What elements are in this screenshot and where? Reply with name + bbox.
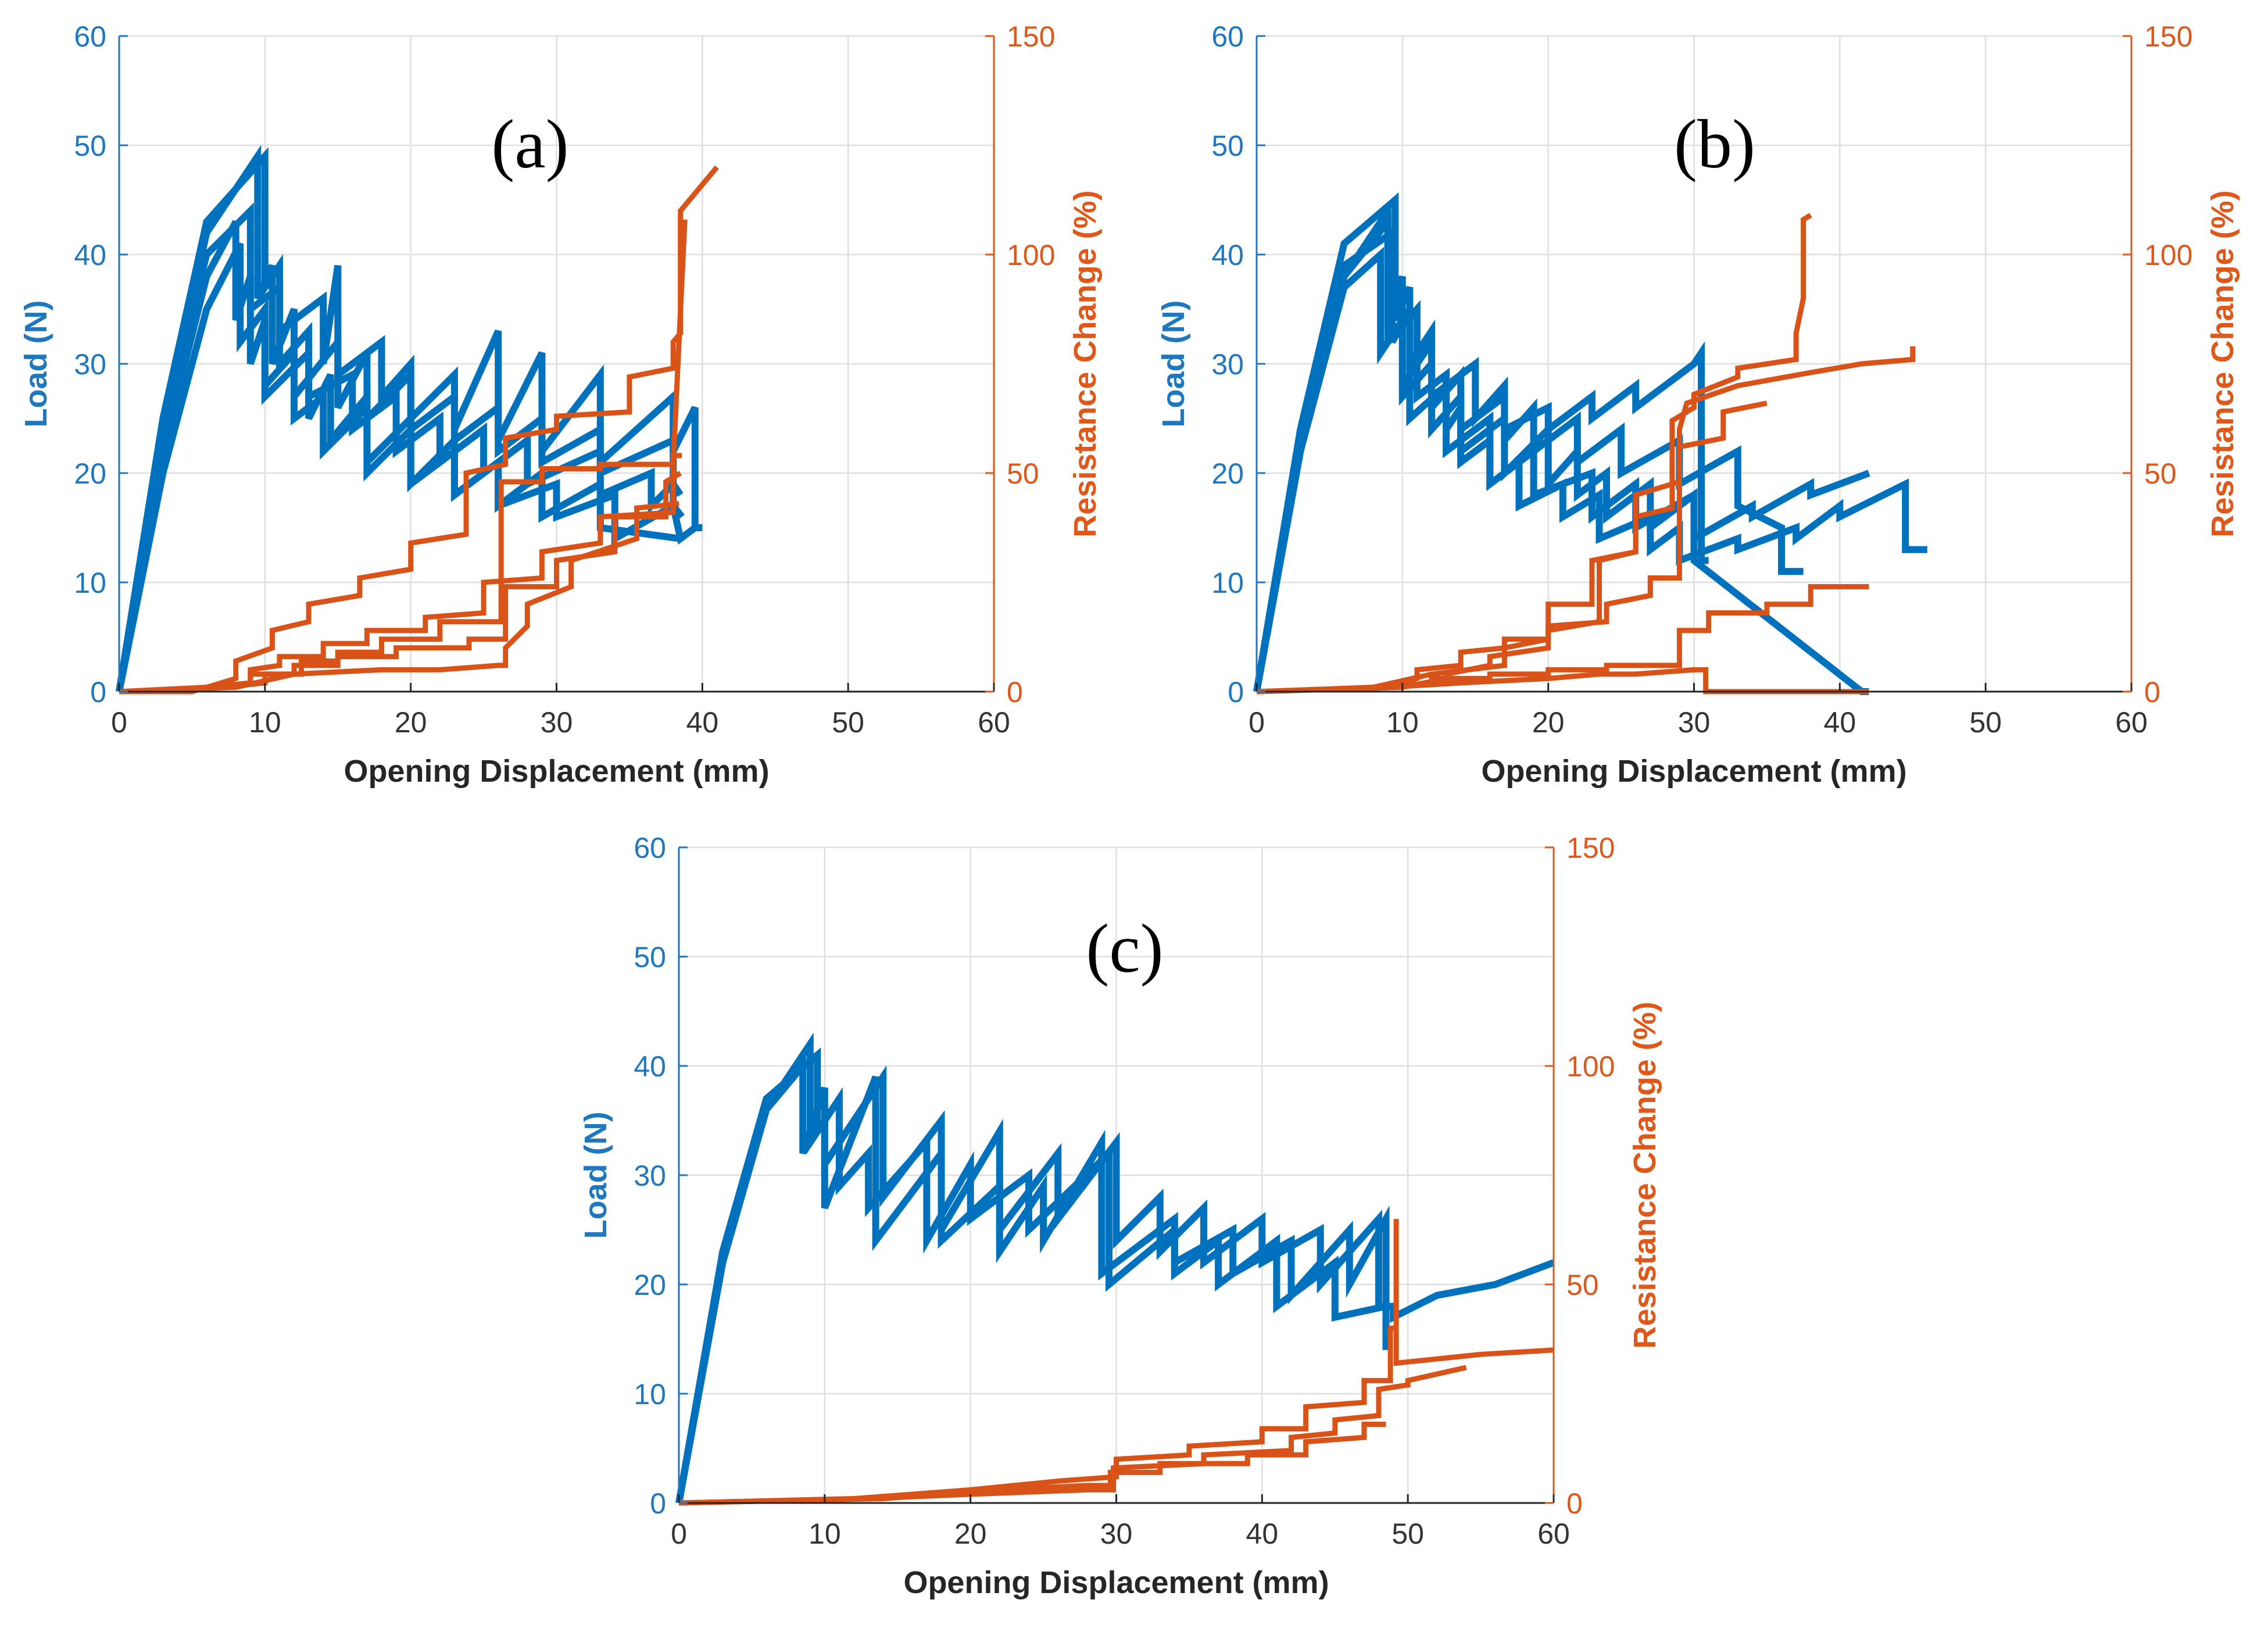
resistance-series-5: [119, 165, 719, 695]
x-tick-label: 20: [954, 1518, 987, 1550]
y-tick-label-left: 20: [634, 1269, 666, 1301]
load-series-1: [1253, 192, 1804, 692]
x-tick-label: 60: [978, 706, 1010, 739]
chart-a: 0 10 20 30 40 50 600102030405060050100150Openi…: [19, 20, 1103, 789]
y-tick-label-right: 0: [1007, 676, 1023, 708]
y-tick-label-left: 40: [634, 1050, 666, 1083]
x-tick-label: 0: [111, 706, 127, 739]
x-tick-label: 60: [1537, 1518, 1570, 1550]
resistance-series-5: [678, 1422, 1386, 1506]
load-series-3: [1253, 226, 1870, 693]
resistance-series-4: [678, 1365, 1467, 1506]
x-tick-label: 50: [1969, 706, 2002, 739]
x-tick-label: 10: [1386, 706, 1419, 739]
x-tick-label: 30: [1678, 706, 1711, 739]
resistance-series-8: [119, 453, 682, 695]
resistance-series-9: [119, 501, 679, 695]
y-tick-label-right: 0: [2144, 676, 2160, 708]
y-tick-label-right: 100: [1007, 239, 1055, 271]
y-tick-label-left: 0: [1228, 676, 1244, 708]
y-axis-label-right: Resistance Change (%): [2205, 190, 2240, 537]
y-tick-label-right: 50: [1007, 457, 1039, 490]
y-tick-label-right: 150: [1566, 832, 1615, 864]
x-tick-label: 0: [671, 1518, 687, 1550]
resistance-series-6: [1256, 346, 1916, 695]
x-tick-label: 40: [686, 706, 719, 739]
panel-label: (a): [491, 105, 568, 182]
x-tick-label: 30: [541, 706, 573, 739]
y-tick-label-left: 40: [74, 239, 106, 271]
y-tick-label-left: 40: [1211, 239, 1244, 271]
y-tick-label-left: 60: [634, 832, 666, 864]
y-axis-label-left: Load (N): [19, 300, 53, 428]
x-tick-label: 50: [832, 706, 864, 739]
y-tick-label-right: 150: [1007, 20, 1055, 53]
x-tick-label: 30: [1100, 1518, 1133, 1550]
y-tick-label-left: 0: [90, 676, 106, 708]
y-tick-label-left: 10: [634, 1378, 666, 1411]
y-tick-label-left: 10: [74, 567, 106, 599]
chart-c: 0 10 20 30 40 50 600102030405060050100150Openi…: [578, 832, 1662, 1600]
y-tick-label-left: 50: [74, 130, 106, 162]
y-tick-label-right: 50: [1566, 1269, 1599, 1301]
x-tick-label: 40: [1246, 1518, 1279, 1550]
x-tick-label: 40: [1824, 706, 1856, 739]
y-tick-label-left: 30: [1211, 348, 1244, 381]
panel-label: (c): [1086, 910, 1163, 987]
load-series-2: [675, 1056, 1390, 1504]
x-tick-label: 20: [395, 706, 427, 739]
x-tick-label: 50: [1391, 1518, 1424, 1550]
y-tick-label-left: 20: [74, 457, 106, 490]
load-series-4: [116, 147, 703, 692]
y-axis-label-left: Load (N): [578, 1112, 613, 1239]
y-tick-label-left: 30: [634, 1159, 666, 1192]
y-tick-label-right: 0: [1566, 1487, 1583, 1520]
x-tick-label: 20: [1532, 706, 1565, 739]
resistance-series-8: [1256, 584, 1869, 695]
x-axis-label: Opening Displacement (mm): [344, 754, 769, 789]
y-axis-label-right: Resistance Change (%): [1627, 1001, 1662, 1348]
x-axis-label: Opening Displacement (mm): [903, 1565, 1329, 1600]
x-tick-label: 10: [249, 706, 281, 739]
resistance-series-7: [1256, 400, 1768, 695]
y-tick-label-left: 20: [1211, 457, 1244, 490]
y-axis-label-left: Load (N): [1156, 300, 1191, 428]
x-tick-label: 10: [809, 1518, 841, 1550]
x-tick-label: 0: [1249, 706, 1265, 739]
chart-b: 0 10 20 30 40 50 600102030405060050100150Openi…: [1156, 20, 2240, 789]
y-tick-label-left: 30: [74, 348, 106, 381]
load-series-2: [1253, 212, 1927, 693]
y-tick-label-left: 0: [650, 1487, 666, 1520]
load-series-4: [1253, 246, 1869, 695]
resistance-series-6: [119, 219, 688, 695]
y-tick-label-left: 50: [634, 941, 666, 974]
y-tick-label-right: 100: [1566, 1050, 1615, 1083]
y-tick-label-left: 60: [74, 20, 106, 53]
y-tick-label-left: 60: [1211, 20, 1244, 53]
y-tick-label-right: 100: [2144, 239, 2192, 271]
load-series-2: [116, 144, 685, 692]
panel-label: (b): [1674, 105, 1755, 182]
y-tick-label-right: 150: [2144, 20, 2192, 53]
x-axis-label: Opening Displacement (mm): [1481, 754, 1906, 789]
y-axis-label-right: Resistance Change (%): [1068, 190, 1103, 537]
resistance-series-3: [678, 1219, 1554, 1506]
y-tick-label-left: 50: [1211, 130, 1244, 162]
y-tick-label-left: 10: [1211, 567, 1244, 599]
y-tick-label-right: 50: [2144, 457, 2177, 490]
x-tick-label: 60: [2115, 706, 2148, 739]
